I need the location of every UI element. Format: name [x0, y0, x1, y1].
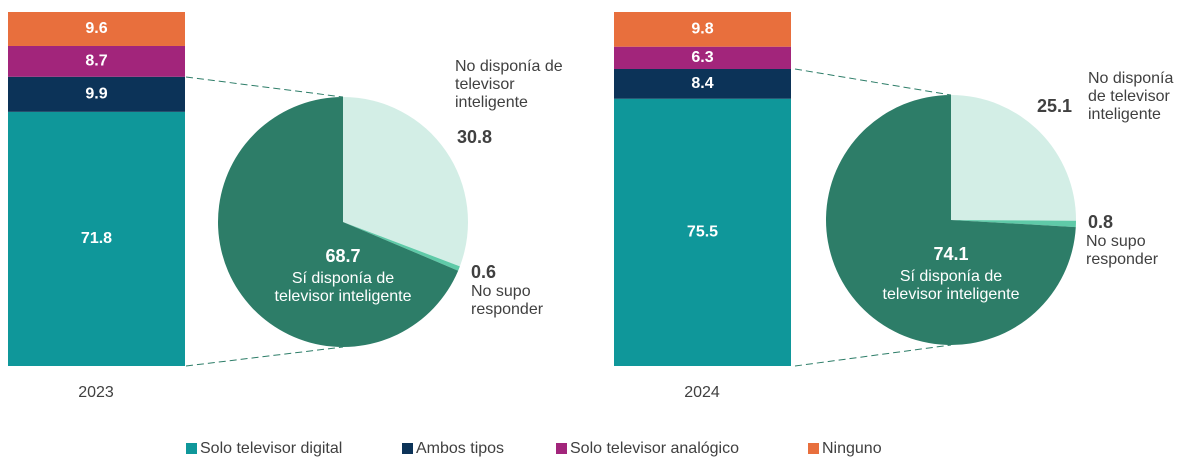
data-label: 6.3	[691, 49, 713, 66]
pie-category-label: No disponía de televisor inteligente	[455, 58, 563, 111]
data-label: 71.8	[81, 230, 112, 247]
pie-category-label: Sí disponía de televisor inteligente	[882, 268, 1020, 303]
data-label: 9.6	[85, 20, 107, 37]
pie-value-label: 74.1	[933, 244, 969, 264]
pie-category-label: No disponía de televisor inteligente	[1088, 70, 1174, 123]
pie-category-label: No supo responder	[471, 283, 544, 318]
bar-segment	[8, 76, 185, 112]
pie-value-label: 30.8	[457, 127, 493, 147]
legend-swatch	[186, 443, 197, 454]
bar-segment	[8, 12, 185, 46]
pie-value-label: 0.8	[1088, 212, 1114, 232]
pie-slice	[343, 97, 468, 267]
pie-slice	[951, 95, 1076, 221]
connector	[185, 346, 344, 367]
pie-value-label: 25.1	[1037, 96, 1073, 116]
data-label: 8.7	[85, 53, 107, 70]
pie-category-label: Sí disponía de televisor inteligente	[274, 270, 412, 305]
bar-segment	[614, 68, 791, 99]
bar-segment	[614, 98, 791, 366]
bar-segment	[614, 12, 791, 47]
pie-slice	[951, 220, 1076, 228]
legend-swatch	[808, 443, 819, 454]
data-label: 9.9	[85, 86, 107, 103]
x-tick-label: 2024	[684, 384, 720, 401]
legend-swatch	[402, 443, 413, 454]
legend-swatch	[556, 443, 567, 454]
pie-value-label: 0.6	[471, 262, 497, 282]
pie-value-label: 68.7	[325, 246, 361, 266]
bar-segment	[614, 46, 791, 69]
bar-segment	[8, 111, 185, 366]
bar-segment	[8, 45, 185, 77]
legend-label: Solo televisor analógico	[570, 440, 739, 457]
legend-label: Ninguno	[822, 440, 882, 457]
pie-slice	[826, 95, 1076, 345]
data-label: 8.4	[691, 75, 713, 92]
x-tick-label: 2023	[78, 384, 114, 401]
connector	[794, 344, 952, 367]
pie-slice	[218, 97, 459, 347]
connector	[794, 68, 952, 96]
data-label: 75.5	[687, 224, 718, 241]
pie-category-label: No supo responder	[1086, 233, 1159, 268]
pie-slice	[343, 222, 460, 271]
data-label: 9.8	[691, 21, 713, 38]
legend-label: Solo televisor digital	[200, 440, 342, 457]
connector	[185, 76, 344, 98]
legend-label: Ambos tipos	[416, 440, 504, 457]
